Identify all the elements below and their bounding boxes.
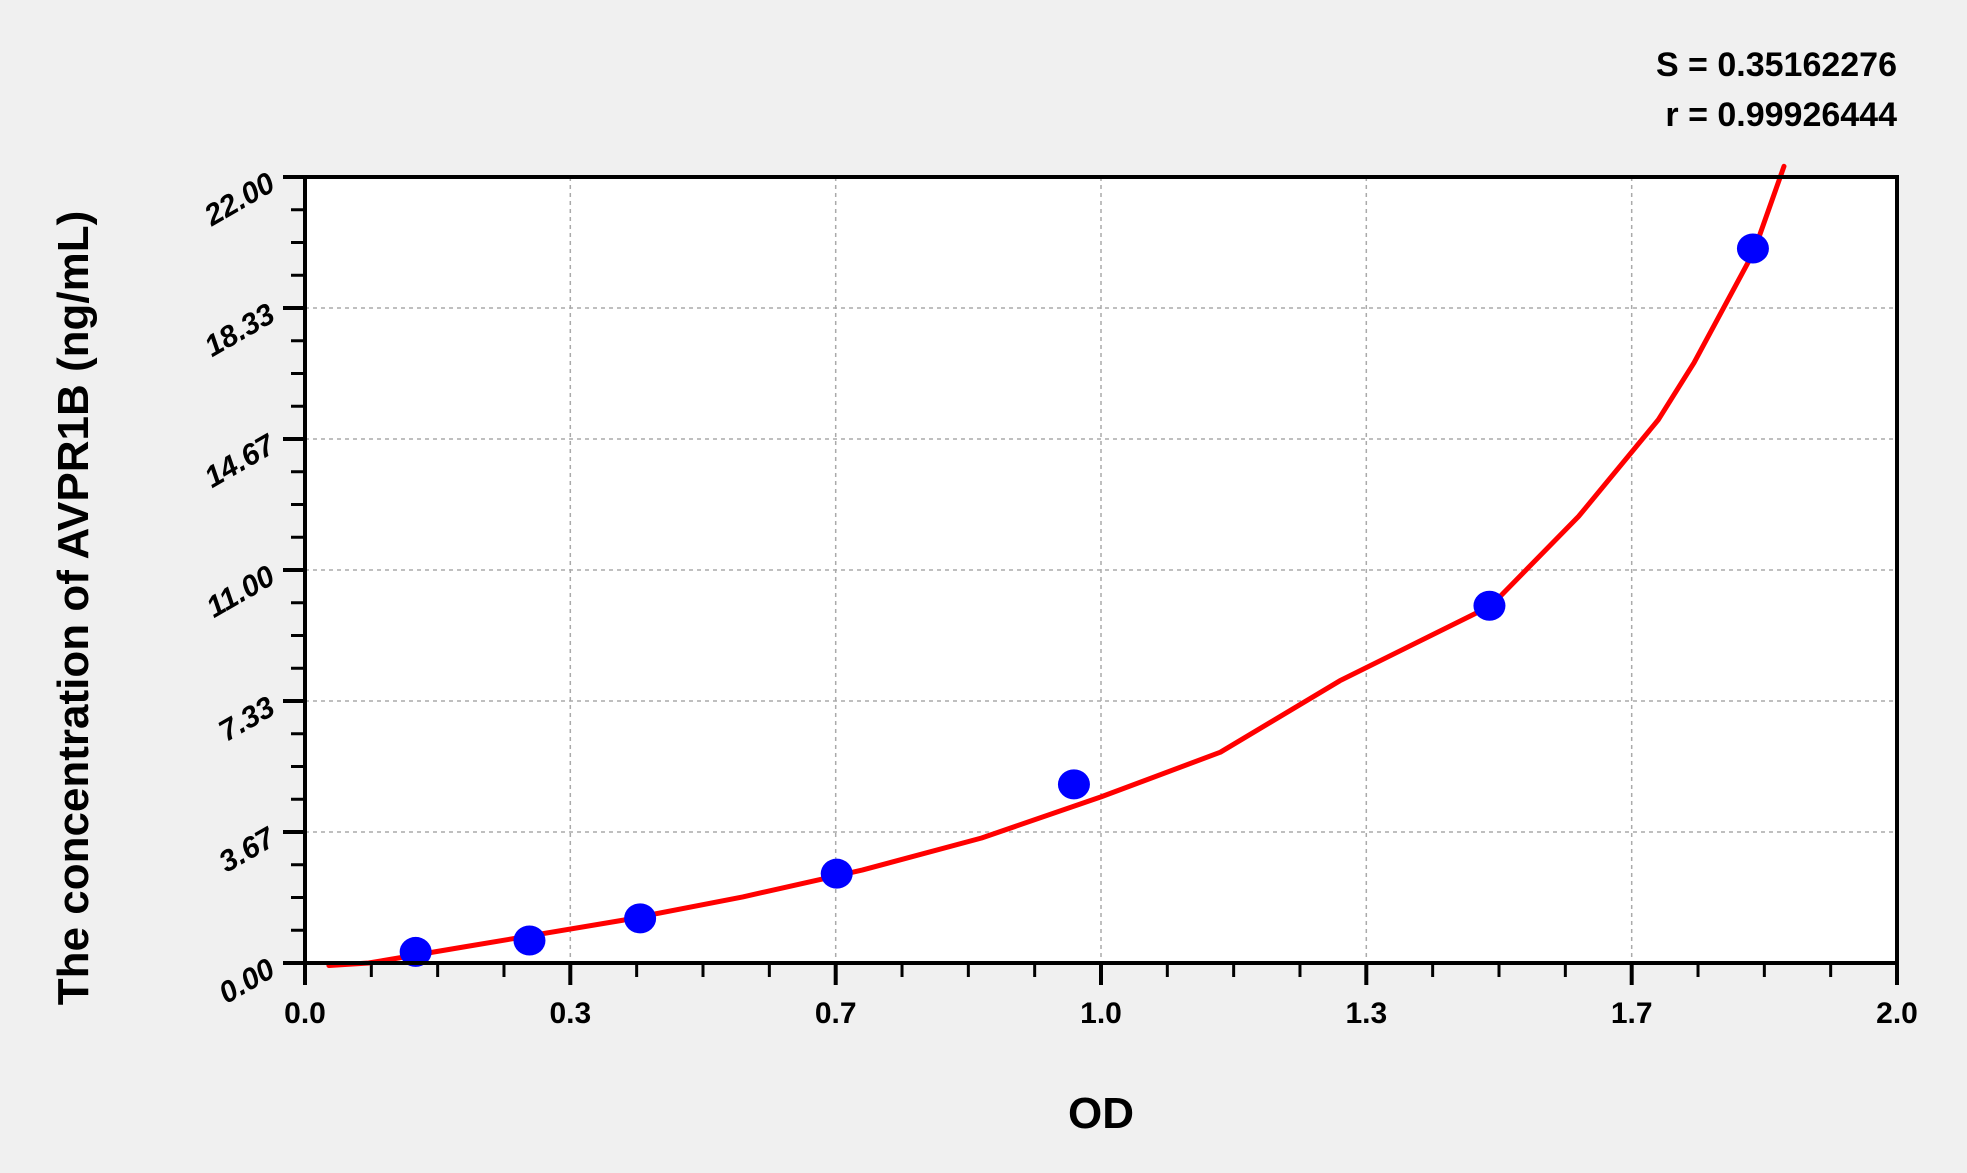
x-tick-label: 2.0 bbox=[1876, 997, 1918, 1030]
x-axis-title: OD bbox=[1068, 1089, 1134, 1138]
data-point bbox=[1736, 233, 1769, 264]
x-tick-label: 1.3 bbox=[1345, 997, 1387, 1030]
x-tick-label: 0.0 bbox=[284, 997, 326, 1030]
fit-curve-line bbox=[326, 163, 1787, 968]
y-tick-label: 0.00 bbox=[213, 952, 280, 1010]
y-tick-label: 11.00 bbox=[201, 559, 281, 624]
plot-frame bbox=[303, 175, 1899, 965]
x-tick-label: 0.3 bbox=[549, 997, 591, 1030]
y-tick-label: 3.67 bbox=[213, 821, 281, 879]
data-point bbox=[1473, 590, 1506, 621]
data-points bbox=[399, 233, 1769, 967]
y-tick-label: 22.00 bbox=[198, 166, 281, 233]
x-tick-label: 1.7 bbox=[1611, 997, 1653, 1030]
data-point bbox=[820, 858, 853, 889]
data-point bbox=[624, 903, 657, 934]
data-point bbox=[1057, 769, 1090, 800]
y-tick-label: 14.67 bbox=[199, 428, 282, 495]
x-tick-label: 1.0 bbox=[1080, 997, 1122, 1030]
grid bbox=[305, 177, 1897, 963]
r-value-annotation: r = 0.99926444 bbox=[1665, 96, 1897, 134]
x-tick-label: 0.7 bbox=[815, 997, 857, 1030]
y-axis-title: The concentration of AVPR1B (ng/mL) bbox=[49, 211, 98, 1005]
y-tick-label: 18.33 bbox=[199, 297, 281, 363]
fit-curve bbox=[326, 163, 1787, 968]
data-point bbox=[399, 936, 432, 967]
ticks bbox=[283, 175, 1899, 985]
s-value-annotation: S = 0.35162276 bbox=[1656, 46, 1897, 84]
data-point bbox=[513, 925, 546, 956]
y-tick-label: 7.33 bbox=[213, 690, 280, 748]
